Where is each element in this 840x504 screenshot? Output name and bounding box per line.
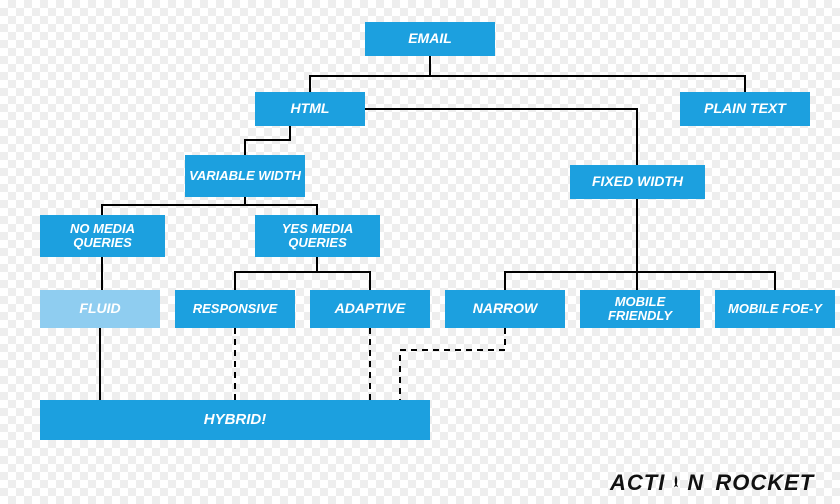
node-html: HTML	[255, 92, 365, 126]
node-email: EMAIL	[365, 22, 495, 56]
node-varwidth: VARIABLE WIDTH	[185, 155, 305, 197]
node-mobfriendly: MOBILE FRIENDLY	[580, 290, 700, 328]
brand-footer: ACTI N ROCKET	[610, 470, 814, 496]
node-fixedwidth: FIXED WIDTH	[570, 165, 705, 199]
rocket-icon	[667, 474, 685, 492]
edge	[637, 199, 775, 290]
edge	[245, 197, 317, 215]
node-plaintext: PLAIN TEXT	[680, 92, 810, 126]
node-nomq: NO MEDIA QUERIES	[40, 215, 165, 257]
node-yesmq: YES MEDIA QUERIES	[255, 215, 380, 257]
node-mobfoey: MOBILE FOE-Y	[715, 290, 835, 328]
brand-text-b: N	[687, 470, 704, 496]
edge	[102, 197, 245, 215]
node-hybrid: HYBRID!	[40, 400, 430, 440]
node-responsive: RESPONSIVE	[175, 290, 295, 328]
edge	[430, 56, 745, 92]
edge	[235, 257, 317, 290]
edge	[365, 109, 637, 165]
node-narrow: NARROW	[445, 290, 565, 328]
edge	[400, 328, 505, 400]
edge	[317, 257, 370, 290]
node-fluid: FLUID	[40, 290, 160, 328]
edge	[310, 56, 430, 92]
brand-text-c: ROCKET	[715, 470, 814, 496]
edge	[245, 126, 290, 155]
node-adaptive: ADAPTIVE	[310, 290, 430, 328]
brand-text-a: ACTI	[610, 470, 665, 496]
edge	[505, 199, 637, 290]
